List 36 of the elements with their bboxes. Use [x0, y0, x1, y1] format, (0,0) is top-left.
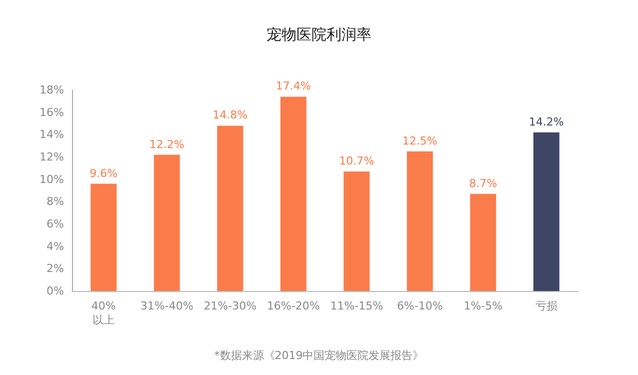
- y-tick-label: 18%: [40, 84, 64, 96]
- x-tick-label: 1%-5%: [464, 300, 503, 312]
- data-label: 10.7%: [339, 154, 374, 168]
- bar: [280, 96, 306, 291]
- bar: [90, 184, 117, 291]
- bar: [154, 154, 180, 291]
- y-tick-label: 2%: [46, 262, 64, 276]
- bar: [470, 194, 496, 291]
- y-tick-label: 16%: [40, 106, 64, 119]
- text: *数据来源《2019中国宠物医院发展报告》: [214, 349, 424, 362]
- y-tick-label: 12%: [40, 150, 64, 164]
- data-label: 14.8%: [212, 108, 248, 122]
- chart-title: 宠物医院利润率: [266, 26, 372, 44]
- x-tick-label: 亏损: [535, 300, 558, 312]
- y-tick-label: 0%: [46, 284, 64, 298]
- y-tick-label: 14%: [40, 128, 64, 142]
- x-tick-label: 31%-40%: [140, 300, 194, 312]
- x-tick-label: 6%-10%: [396, 300, 443, 312]
- y-tick-label: 4%: [46, 240, 64, 253]
- data-label: 17.4%: [276, 80, 311, 93]
- data-label: 14.2%: [528, 115, 564, 128]
- x-tick-label: 16%-20%: [266, 300, 320, 312]
- x-tick-label: 40% 以上: [91, 300, 116, 326]
- bar: [344, 172, 370, 291]
- bar: [406, 151, 433, 291]
- data-label: 12.2%: [149, 138, 184, 151]
- x-tick-label: 11%-15%: [330, 300, 384, 312]
- data-label: 8.7%: [469, 176, 498, 190]
- bar: [533, 132, 560, 291]
- y-tick-label: 8%: [46, 195, 64, 208]
- bar: [217, 126, 244, 291]
- y-tick-label: 10%: [40, 172, 64, 186]
- y-tick-label: 6%: [46, 218, 64, 230]
- x-tick-label: 21%-30%: [204, 300, 257, 312]
- data-label: 9.6%: [90, 166, 118, 180]
- data-label: 12.5%: [402, 134, 438, 148]
